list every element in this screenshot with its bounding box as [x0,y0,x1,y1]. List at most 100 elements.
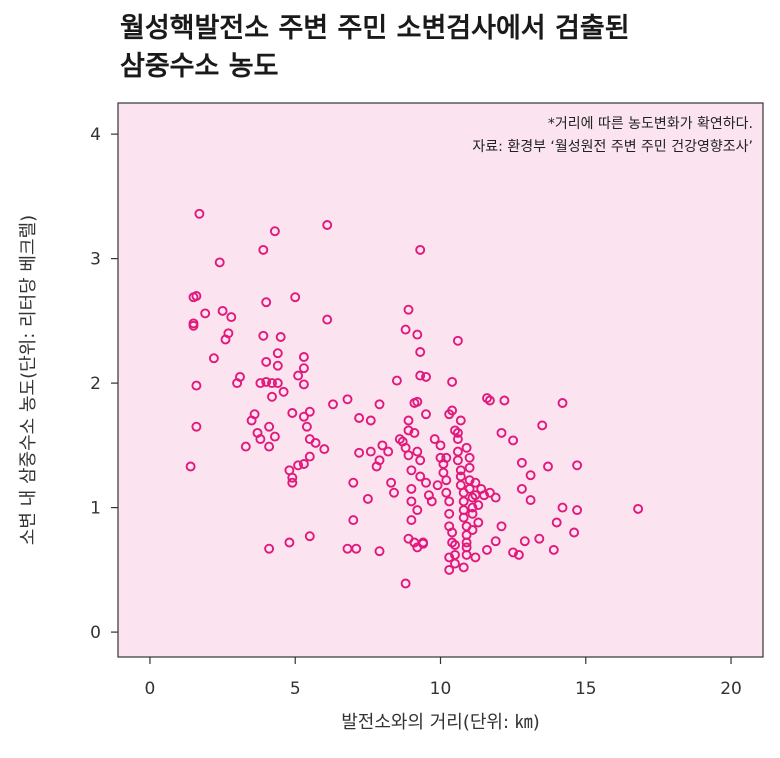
data-point [194,208,205,219]
data-point [298,352,309,362]
data-point [513,549,524,560]
data-point [461,537,472,548]
data-point [261,297,272,308]
y-tick-label: 3 [90,250,101,270]
data-point [362,493,373,504]
data-point [415,244,426,255]
source-annotation: 자료: 환경부 ‘월성원전 주변 주민 건강영향조사’ [472,139,753,155]
data-point [534,533,545,544]
chart-title-line2: 삼중수소 농도 [120,51,279,82]
data-point [403,450,414,461]
x-tick-label: 5 [290,679,301,699]
data-point [479,490,490,501]
data-point [467,502,478,513]
data-point [484,487,495,498]
data-point [371,461,382,472]
data-point [557,398,568,408]
data-point [232,378,243,389]
data-point [432,480,443,491]
data-point [287,408,298,418]
data-point [464,483,475,494]
data-point [412,505,423,516]
x-tick-label: 20 [720,679,742,699]
data-point [412,446,423,457]
data-point [322,314,333,325]
data-point [412,396,423,407]
data-point [298,459,309,469]
data-point [467,525,478,535]
data-point [444,508,455,519]
data-point [458,512,469,523]
data-point [406,496,417,507]
data-point [365,415,376,426]
data-point [441,475,452,486]
data-point [406,483,417,494]
data-point [272,378,283,389]
data-point [415,370,426,381]
data-point [403,425,414,436]
data-point [496,427,507,438]
data-point [452,427,463,438]
data-point [441,487,452,498]
data-point [406,465,417,476]
data-point [400,324,411,335]
data-point [467,508,478,519]
data-point [444,496,455,507]
data-point [293,460,304,471]
data-point [287,477,298,488]
data-point [298,411,309,422]
data-point [365,446,376,457]
data-point [435,440,446,451]
data-point [185,461,196,472]
data-point [516,457,527,468]
data-point [447,527,458,538]
data-point [548,544,559,555]
data-point [389,487,399,498]
data-point [415,471,426,482]
data-point [264,441,275,452]
y-axis-title: 소변 내 삼중수소 농도(단위: 리터당 베크렐) [18,215,39,545]
data-point [226,312,237,323]
data-point [191,380,202,391]
data-point [290,292,301,303]
data-point [415,455,426,466]
data-point [455,415,466,426]
data-point [496,521,507,532]
data-point [275,332,286,342]
data-point [255,378,266,389]
data-point [208,353,219,364]
data-point [403,415,414,426]
data-point [450,540,460,550]
data-point [304,451,315,462]
data-point [452,434,463,445]
data-point [421,477,431,488]
data-point [301,421,312,432]
data-point [572,505,583,516]
data-point [374,399,385,410]
data-point [525,495,536,506]
data-point [551,517,562,528]
data-point [261,356,272,367]
data-point [409,427,420,438]
note-annotation: *거리에 따른 농도변화가 확연하다. [548,116,753,132]
data-point [298,379,309,390]
data-point [452,335,463,346]
data-point [569,527,580,538]
data-point [258,330,269,341]
data-point [214,257,225,268]
data-point [482,544,492,555]
data-point [450,558,460,569]
data-point [354,413,365,423]
data-point [508,435,519,446]
data-point [272,348,283,359]
data-point [383,446,394,457]
data-point [633,503,644,514]
data-point [267,391,277,402]
data-point [272,360,283,371]
x-tick-label: 10 [430,679,452,699]
data-point [246,415,257,426]
plot-area [117,102,764,658]
axis-ticks: 0 5 10 15 20 0 1 2 3 4 [90,125,742,699]
data-point [319,444,330,455]
